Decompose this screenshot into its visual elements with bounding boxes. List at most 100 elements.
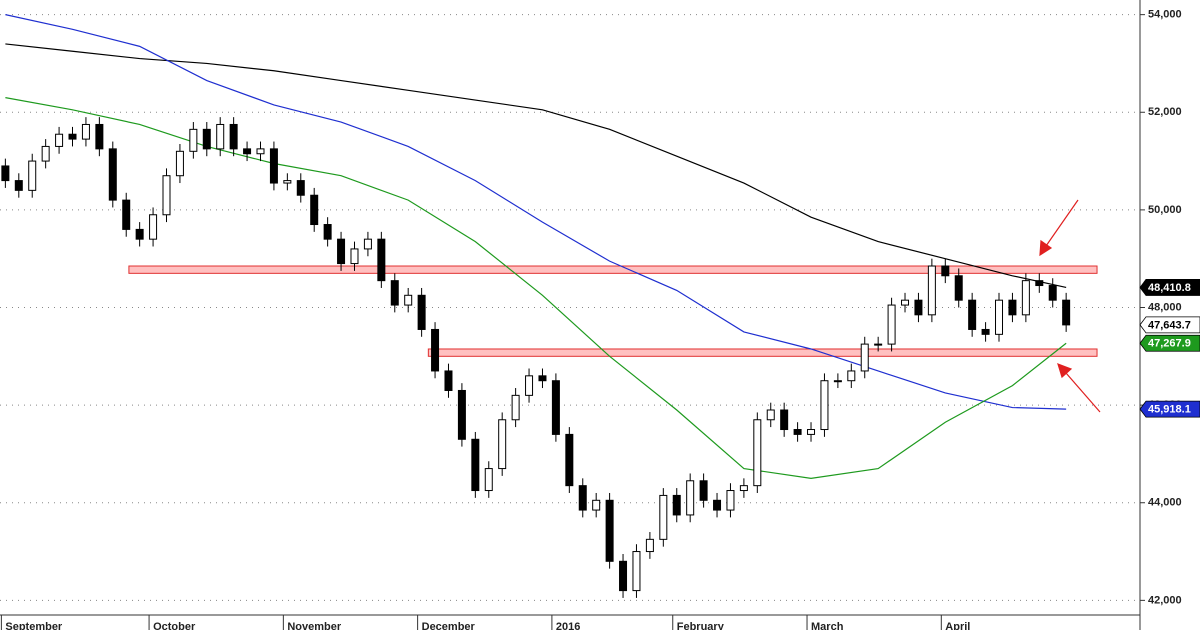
candle-body — [793, 429, 802, 435]
candle-body — [645, 538, 654, 553]
candle-body — [874, 343, 883, 346]
candle-body — [55, 133, 64, 147]
candle-body — [780, 409, 789, 431]
candle-body — [941, 265, 950, 277]
candle-body — [726, 490, 735, 511]
candle-body — [310, 194, 319, 226]
candle-body — [390, 280, 399, 306]
candle-body — [699, 480, 708, 501]
candle-body — [968, 299, 977, 330]
candle-body — [243, 148, 252, 155]
candle-body — [14, 180, 23, 191]
candle-body — [551, 380, 560, 435]
candle-body — [833, 380, 842, 383]
candle-body — [511, 394, 520, 421]
moving-average-line — [5, 14, 1067, 410]
price-tag-label: 48,410.8 — [1148, 282, 1191, 294]
candle-body — [269, 148, 278, 184]
x-tick-label: November — [287, 621, 342, 630]
x-tick-label: 2016 — [556, 621, 580, 630]
candle-body — [565, 433, 574, 487]
candle-body — [659, 494, 668, 540]
candle-body — [619, 560, 628, 592]
candle-body — [95, 123, 104, 150]
candle-body — [1035, 280, 1044, 287]
price-tag — [1139, 316, 1200, 334]
candle-body — [363, 238, 372, 250]
candle-body — [41, 145, 50, 162]
candle-body — [28, 160, 37, 191]
candle-body — [1008, 299, 1017, 316]
candle-body — [525, 375, 534, 396]
candle-body — [807, 429, 816, 435]
candle-body — [686, 480, 695, 516]
x-tick-label: October — [153, 621, 196, 630]
arrow-shaft — [1065, 372, 1101, 413]
candle-body — [847, 370, 856, 382]
x-tick-label: April — [945, 621, 970, 630]
candle-body — [189, 128, 198, 152]
candle-body — [471, 438, 480, 492]
candle-body — [914, 299, 923, 316]
candle-body — [632, 551, 641, 592]
candle-body — [283, 180, 292, 184]
candle-body — [901, 299, 910, 306]
candle-body — [1062, 299, 1071, 326]
grid-layer — [0, 14, 1140, 601]
candle-body — [995, 299, 1004, 335]
price-tags-layer: 48,410.8 47,643.7 47,267.9 45,918.1 — [1139, 279, 1200, 418]
candle-body — [457, 389, 466, 440]
candle-body — [981, 328, 990, 335]
candle-body — [122, 199, 131, 230]
annotation-arrows — [1039, 199, 1101, 413]
x-tick-label: September — [5, 621, 63, 630]
price-tag-label: 47,267.9 — [1148, 338, 1191, 350]
candle-body — [592, 499, 601, 511]
candle-body — [404, 294, 413, 306]
moving-average-layer — [5, 14, 1067, 479]
candle-body — [766, 409, 775, 421]
price-tag — [1139, 400, 1200, 418]
candle-body — [81, 123, 90, 140]
candle-body — [149, 214, 158, 240]
candle-body — [578, 485, 587, 511]
candle-body — [108, 148, 117, 201]
candle-body — [68, 133, 77, 140]
candle-body — [202, 128, 211, 150]
moving-average-line — [5, 97, 1067, 479]
arrow-shaft — [1045, 199, 1079, 247]
candle-body — [216, 123, 225, 150]
candle-body — [538, 375, 547, 382]
candle-body — [1021, 280, 1030, 316]
candles-layer — [1, 117, 1071, 598]
price-tag-label: 45,918.1 — [1148, 404, 1191, 416]
candle-body — [954, 275, 963, 301]
support-zone — [427, 348, 1098, 357]
candle-body — [672, 494, 681, 516]
arrow-head — [1057, 362, 1073, 379]
candle-body — [887, 304, 896, 345]
candle-body — [175, 150, 184, 177]
candle-body — [753, 419, 762, 487]
y-tick-label: 44,000 — [1148, 497, 1182, 509]
candle-body — [431, 328, 440, 372]
candle-body — [229, 123, 238, 150]
candle-body — [135, 228, 144, 240]
y-tick-label: 54,000 — [1148, 9, 1182, 21]
moving-average-line — [5, 43, 1067, 289]
candle-body — [256, 148, 265, 155]
candle-body — [444, 370, 453, 391]
x-tick-label: March — [811, 621, 844, 630]
candle-body — [927, 265, 936, 316]
x-tick-label: December — [422, 621, 476, 630]
candle-body — [1048, 285, 1057, 301]
candle-body — [377, 238, 386, 282]
candle-body — [605, 499, 614, 562]
zones-layer — [128, 265, 1098, 357]
y-tick-label: 50,000 — [1148, 204, 1182, 216]
candle-body — [484, 468, 493, 492]
candle-body — [337, 238, 346, 265]
